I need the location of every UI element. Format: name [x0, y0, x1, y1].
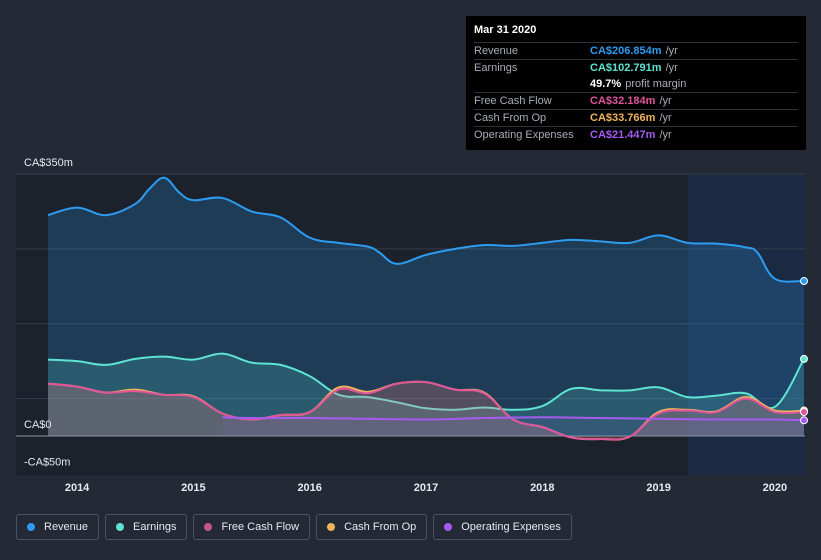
y-axis-label: CA$350m: [24, 157, 73, 169]
legend-label: Cash From Op: [344, 521, 417, 533]
x-tick-label: 2020: [763, 482, 787, 494]
forecast-region: [687, 175, 805, 475]
legend-dot-icon: [327, 523, 336, 531]
tooltip-row-value: CA$206.854m: [590, 45, 662, 57]
tooltip-row-unit: /yr: [659, 95, 672, 107]
y-axis-label: CA$0: [24, 419, 52, 431]
legend-dot-icon: [116, 523, 125, 531]
tooltip-row-label: Operating Expenses: [474, 129, 574, 141]
earnings-end-marker: [800, 354, 808, 363]
tooltip-row-label: Earnings: [474, 62, 518, 74]
legend-label: Free Cash Flow: [221, 521, 300, 533]
legend-item-operating-expenses[interactable]: Operating Expenses: [433, 514, 572, 540]
tooltip-row: Revenue CA$206.854m/yr: [474, 42, 798, 59]
legend-label: Revenue: [44, 521, 89, 533]
tooltip-row: Cash From Op CA$33.766m/yr: [474, 109, 798, 126]
legend-item-earnings[interactable]: Earnings: [105, 514, 188, 540]
tooltip-row: Earnings CA$102.791m/yr: [474, 59, 798, 76]
legend-item-free-cash-flow[interactable]: Free Cash Flow: [193, 514, 311, 540]
legend-dot-icon: [444, 523, 453, 531]
operating-expenses-end-marker: [800, 416, 808, 425]
tooltip-row: Free Cash Flow CA$32.184m/yr: [474, 92, 798, 109]
x-tick-label: 2017: [414, 482, 438, 494]
earnings-area: [48, 353, 804, 436]
revenue-area: [48, 177, 804, 436]
tooltip-row-unit: /yr: [659, 112, 672, 124]
legend-item-cash-from-op[interactable]: Cash From Op: [316, 514, 428, 540]
x-tick-label: 2014: [65, 482, 90, 494]
legend-item-revenue[interactable]: Revenue: [16, 514, 100, 540]
tooltip-row-label: [474, 76, 590, 92]
y-axis-label: -CA$50m: [24, 456, 70, 468]
x-tick-label: 2018: [530, 482, 554, 494]
x-tick-label: 2019: [646, 482, 670, 494]
tooltip: Mar 31 2020 Revenue CA$206.854m/yr Earning…: [466, 16, 806, 150]
revenue-end-marker: [800, 277, 808, 286]
tooltip-row-value: CA$32.184m: [590, 95, 656, 107]
tooltip-row: 49.7% profit margin: [474, 76, 798, 92]
tooltip-row-unit: /yr: [665, 62, 678, 74]
revenue-line: [47, 176, 805, 283]
tooltip-date: Mar 31 2020: [474, 24, 537, 36]
tooltip-row-value: CA$21.447m: [590, 129, 656, 141]
plot-background: [16, 175, 805, 475]
legend: Revenue Earnings Free Cash Flow Cash From O…: [16, 514, 572, 540]
free-cash-flow-end-marker: [800, 408, 808, 417]
free-cash-flow-area: [48, 381, 804, 440]
tooltip-row-value: CA$102.791m: [590, 62, 662, 74]
legend-label: Operating Expenses: [461, 521, 561, 533]
tooltip-row-value: 49.7%: [590, 78, 622, 90]
legend-dot-icon: [27, 523, 35, 531]
tooltip-row-label: Free Cash Flow: [474, 95, 552, 107]
tooltip-row-value: CA$33.766m: [590, 112, 656, 124]
tooltip-row-unit: /yr: [665, 45, 678, 57]
tooltip-row-unit: /yr: [659, 129, 672, 141]
cash-from-op-area: [48, 381, 804, 440]
operating-expenses-line: [222, 416, 805, 422]
tooltip-row: Operating Expenses CA$21.447m/yr: [474, 126, 798, 143]
free-cash-flow-line: [47, 380, 805, 441]
legend-label: Earnings: [133, 521, 177, 533]
x-tick-label: 2016: [297, 482, 321, 494]
tooltip-row-label: Revenue: [474, 45, 519, 57]
tooltip-row-label: Cash From Op: [474, 112, 547, 124]
x-tick-label: 2015: [181, 482, 205, 494]
earnings-line: [47, 352, 805, 411]
legend-dot-icon: [204, 523, 213, 531]
tooltip-row-unit: profit margin: [625, 78, 687, 90]
operating-expenses-area: [222, 417, 804, 436]
